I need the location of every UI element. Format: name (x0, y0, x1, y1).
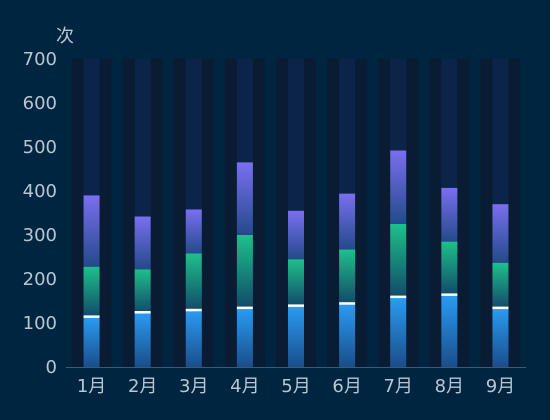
bar-segment-series-2 (83, 195, 100, 267)
bar-cap (339, 302, 356, 305)
bar-segment-series-1 (185, 253, 202, 310)
y-tick-label: 200 (23, 269, 57, 290)
bar-caps (83, 293, 509, 318)
bar-segments (83, 150, 509, 367)
bar-segment-series-0 (390, 296, 407, 367)
bar-segment-series-2 (288, 210, 304, 260)
y-tick-label: 400 (23, 181, 57, 202)
x-tick-label: 1月 (77, 376, 106, 397)
bar-segment-series-0 (185, 309, 202, 367)
bar-segment-series-2 (441, 187, 458, 242)
bar-segment-series-2 (492, 204, 509, 263)
bar-segment-series-1 (492, 262, 509, 308)
bar-segment-series-1 (236, 235, 253, 308)
bar-segment-series-1 (390, 224, 407, 297)
x-axis-ticks: 1月 2月 3月 4月 5月 6月 7月 8月 9月 (77, 376, 515, 397)
bar-segment-series-2 (185, 209, 202, 254)
x-tick-label: 8月 (435, 376, 464, 397)
bar-cap (83, 315, 100, 318)
bar-segment-series-0 (492, 307, 509, 367)
x-tick-label: 2月 (128, 376, 157, 397)
bar-segment-series-1 (441, 241, 458, 295)
bar-cap (134, 311, 151, 314)
bar-segment-series-2 (134, 216, 151, 270)
y-axis-unit: 次 (56, 26, 74, 47)
x-tick-label: 3月 (179, 376, 208, 397)
bar-segment-series-0 (339, 303, 356, 367)
x-tick-label: 7月 (383, 376, 412, 397)
bar-segment-series-0 (441, 294, 458, 367)
bar-segment-series-0 (236, 307, 253, 367)
bar-cap (390, 295, 407, 299)
x-tick-label: 4月 (230, 376, 259, 397)
y-tick-label: 100 (23, 313, 57, 334)
bar-segment-series-1 (134, 269, 151, 312)
bar-segment-series-2 (339, 193, 356, 250)
bar-segment-series-1 (288, 259, 304, 306)
bar-cap (288, 304, 304, 307)
x-tick-label: 5月 (281, 376, 310, 397)
y-tick-label: 0 (46, 357, 57, 378)
bar-cap (441, 293, 458, 296)
bar-cap (185, 308, 202, 312)
y-tick-label: 600 (23, 93, 57, 114)
bar-segment-series-1 (83, 266, 100, 317)
x-tick-label: 6月 (332, 376, 361, 397)
bar-segment-series-1 (339, 249, 356, 304)
y-axis-ticks: 0 100 200 300 400 500 600 700 (23, 49, 57, 378)
bar-segment-series-2 (390, 150, 407, 224)
y-tick-label: 700 (23, 49, 57, 70)
bar-segment-series-0 (134, 312, 151, 367)
bar-segment-series-0 (83, 316, 100, 367)
y-tick-label: 300 (23, 225, 57, 246)
bar-cap (492, 306, 509, 310)
x-tick-label: 9月 (486, 376, 515, 397)
y-tick-label: 500 (23, 137, 57, 158)
bar-segment-series-2 (236, 162, 253, 235)
bar-cap (236, 306, 253, 310)
bar-segment-series-0 (288, 305, 304, 367)
